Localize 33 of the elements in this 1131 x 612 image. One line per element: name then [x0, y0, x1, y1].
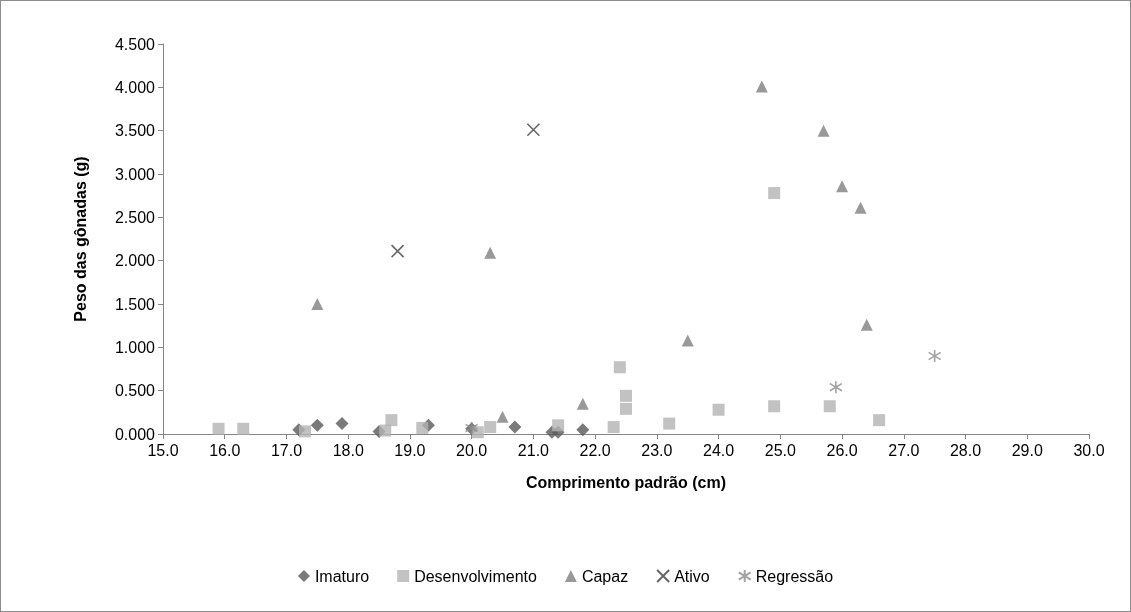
- y-tick-label: 4.500: [114, 35, 156, 53]
- legend-label: Capaz: [581, 567, 629, 585]
- x-tick-label: 24.0: [703, 441, 735, 459]
- x-tick-label: 19.0: [394, 441, 426, 459]
- y-tick-label: 1.000: [114, 338, 156, 356]
- x-tick-label: 15.0: [147, 441, 179, 459]
- x-tick-label: 28.0: [949, 441, 982, 459]
- x-tick-label: 20.0: [456, 441, 488, 459]
- y-tick-label: 3.000: [114, 165, 156, 183]
- x-tick-label: 30.0: [1073, 441, 1105, 459]
- legend-label: Imaturo: [314, 567, 370, 585]
- y-axis-title: Peso das gônadas (g): [71, 156, 89, 322]
- y-tick-label: 0.000: [114, 425, 156, 443]
- x-tick-label: 25.0: [764, 441, 797, 459]
- y-tick-label: 3.500: [114, 122, 156, 140]
- legend-label: Regressão: [755, 567, 834, 585]
- x-axis-title: Comprimento padrão (cm): [525, 473, 727, 491]
- x-tick-label: 27.0: [888, 441, 920, 459]
- x-tick-label: 22.0: [579, 441, 611, 459]
- x-tick-label: 16.0: [209, 441, 241, 459]
- y-tick-label: 2.000: [114, 252, 156, 270]
- x-tick-label: 18.0: [332, 441, 364, 459]
- y-tick-label: 4.000: [114, 78, 156, 96]
- x-tick-label: 17.0: [270, 441, 303, 459]
- legend-label: Ativo: [674, 567, 710, 585]
- x-tick-label: 29.0: [1011, 441, 1043, 459]
- y-tick-label: 2.500: [114, 208, 156, 226]
- legend-label: Desenvolvimento: [414, 567, 537, 585]
- x-tick-label: 21.0: [517, 441, 550, 459]
- y-tick-label: 0.500: [114, 382, 156, 400]
- x-tick-label: 23.0: [641, 441, 673, 459]
- x-tick-label: 26.0: [826, 441, 858, 459]
- y-tick-label: 1.500: [114, 295, 156, 313]
